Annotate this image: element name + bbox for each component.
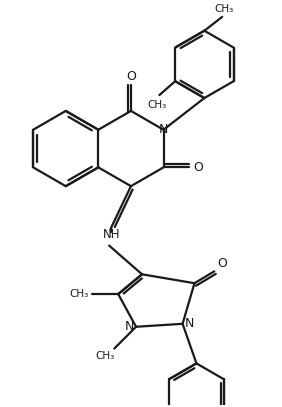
- Text: N: N: [124, 320, 134, 333]
- Text: O: O: [217, 257, 227, 270]
- Text: NH: NH: [103, 228, 121, 241]
- Text: O: O: [193, 161, 203, 174]
- Text: CH₃: CH₃: [148, 100, 167, 110]
- Text: CH₃: CH₃: [96, 352, 115, 361]
- Text: CH₃: CH₃: [69, 289, 88, 299]
- Text: N: N: [159, 123, 168, 136]
- Text: CH₃: CH₃: [215, 4, 234, 14]
- Text: N: N: [185, 317, 194, 330]
- Text: O: O: [126, 70, 136, 83]
